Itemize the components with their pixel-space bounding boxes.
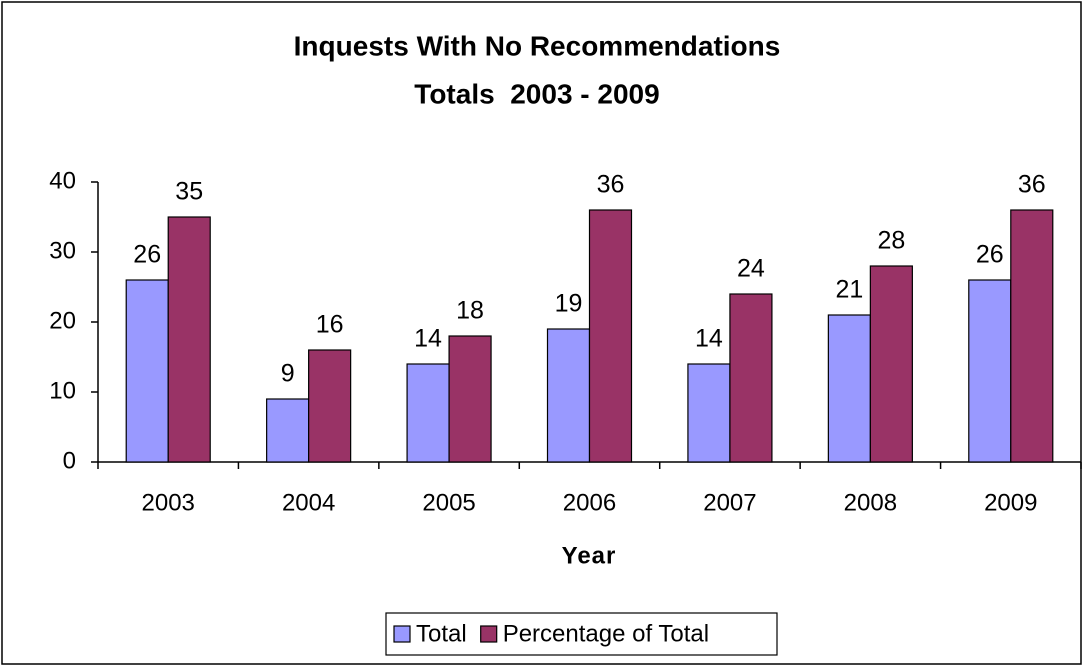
bar — [266, 398, 310, 463]
y-tick-label: 0 — [63, 447, 76, 474]
value-label: 14 — [414, 325, 442, 353]
bar — [827, 314, 871, 463]
x-tick-label: 2007 — [703, 489, 756, 516]
bar — [588, 209, 633, 463]
y-tick-label: 40 — [49, 167, 76, 194]
value-label: 36 — [597, 171, 625, 199]
value-label: 26 — [976, 241, 1004, 269]
x-tick-label: 2009 — [984, 489, 1037, 516]
bar — [1010, 209, 1054, 463]
x-tick-label: 2008 — [844, 489, 897, 516]
value-label: 18 — [456, 297, 484, 325]
chart-subtitle: Totals 2003 - 2009 — [414, 78, 659, 109]
value-label: 21 — [835, 276, 863, 304]
bar — [308, 349, 352, 463]
bar — [406, 363, 450, 463]
value-label: 24 — [737, 255, 765, 283]
bar — [687, 363, 731, 463]
value-label: 35 — [175, 178, 203, 206]
value-label: 28 — [877, 227, 905, 255]
legend-swatch — [480, 625, 498, 643]
legend-swatch — [393, 625, 411, 643]
bar — [968, 279, 1012, 463]
chart-title: Inquests With No Recommendations — [294, 30, 781, 61]
x-axis-title: Year — [562, 542, 617, 569]
x-tick-label: 2004 — [282, 489, 335, 516]
legend-label: Percentage of Total — [503, 620, 709, 647]
value-label: 9 — [281, 360, 295, 388]
y-tick-label: 10 — [49, 377, 76, 404]
bar — [167, 216, 211, 463]
value-label: 36 — [1018, 171, 1046, 199]
value-label: 14 — [695, 325, 723, 353]
bar — [546, 328, 591, 463]
x-tick-label: 2006 — [563, 489, 616, 516]
y-tick-label: 20 — [49, 307, 76, 334]
x-tick-label: 2003 — [142, 489, 195, 516]
bar — [448, 335, 492, 463]
bar — [869, 265, 913, 463]
bar — [125, 279, 169, 463]
value-label: 26 — [133, 241, 161, 269]
legend-box — [385, 612, 778, 656]
value-label: 19 — [555, 290, 583, 318]
bar — [729, 293, 773, 463]
value-label: 16 — [316, 311, 344, 339]
legend-label: Total — [416, 620, 467, 647]
y-tick-label: 30 — [49, 237, 76, 264]
x-tick-label: 2005 — [422, 489, 475, 516]
